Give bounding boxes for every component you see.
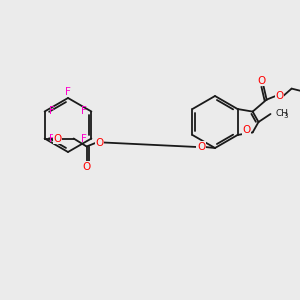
Text: O: O [53, 134, 62, 143]
Text: CH: CH [275, 109, 289, 118]
Text: F: F [81, 134, 87, 145]
Text: F: F [65, 87, 71, 97]
Text: O: O [95, 137, 104, 148]
Text: 3: 3 [284, 112, 288, 118]
Text: O: O [257, 76, 266, 85]
Text: O: O [242, 125, 251, 135]
Text: F: F [49, 134, 55, 145]
Text: F: F [81, 106, 87, 116]
Text: F: F [49, 106, 55, 116]
Text: O: O [275, 91, 284, 100]
Text: O: O [82, 161, 91, 172]
Text: O: O [197, 142, 205, 152]
